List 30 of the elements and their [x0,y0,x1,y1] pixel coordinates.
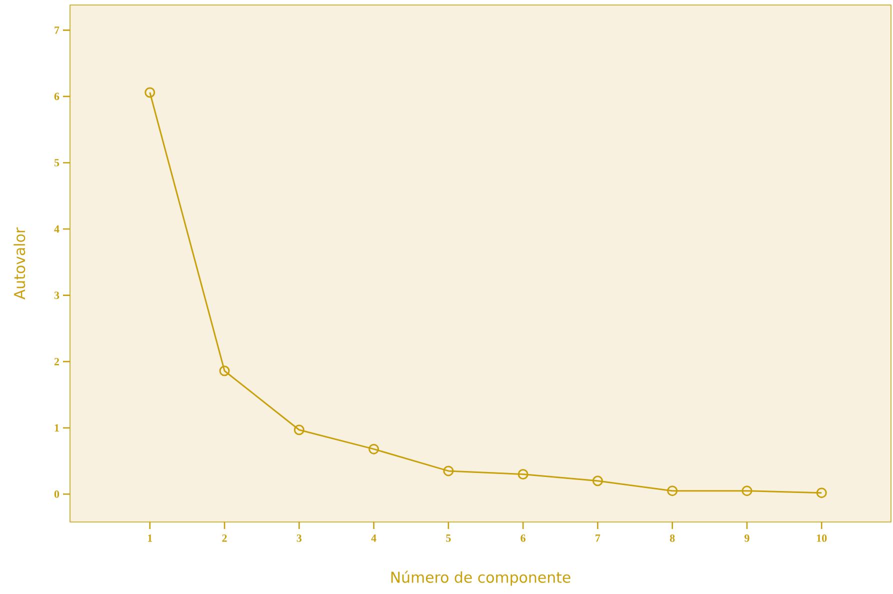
point [219,366,230,376]
point [443,466,454,476]
point [368,444,380,454]
x-tick-label: 5 [446,534,451,542]
y-tick-label: 2 [54,358,60,366]
y-tick-label: 6 [54,92,60,100]
y-tick-label: 7 [54,26,60,34]
x-tick-label: 6 [520,534,526,542]
x-tick-label: 9 [744,534,750,542]
y-tick-label: 1 [54,424,59,432]
x-tick-label: 4 [371,534,376,542]
x-tick-label: 1 [148,534,152,542]
y-tick-label: 5 [54,159,60,166]
y-tick-label: 3 [54,292,60,299]
point [518,469,528,480]
x-tick-label: 7 [596,534,600,542]
x-tick-label: 3 [296,534,302,542]
x-tick-label: 8 [670,534,675,542]
y-tick-label: 4 [54,225,60,233]
point [592,476,603,486]
point [294,424,304,436]
point [742,486,752,496]
x-axis-title: Número de componente [391,570,570,586]
point [667,486,678,496]
x-tick-label: 2 [222,534,227,542]
point [816,488,827,498]
point [144,87,156,98]
y-axis-title: Autovalor [14,227,26,300]
y-tick-label: 0 [54,490,60,498]
x-tick-label: 10 [816,534,827,542]
